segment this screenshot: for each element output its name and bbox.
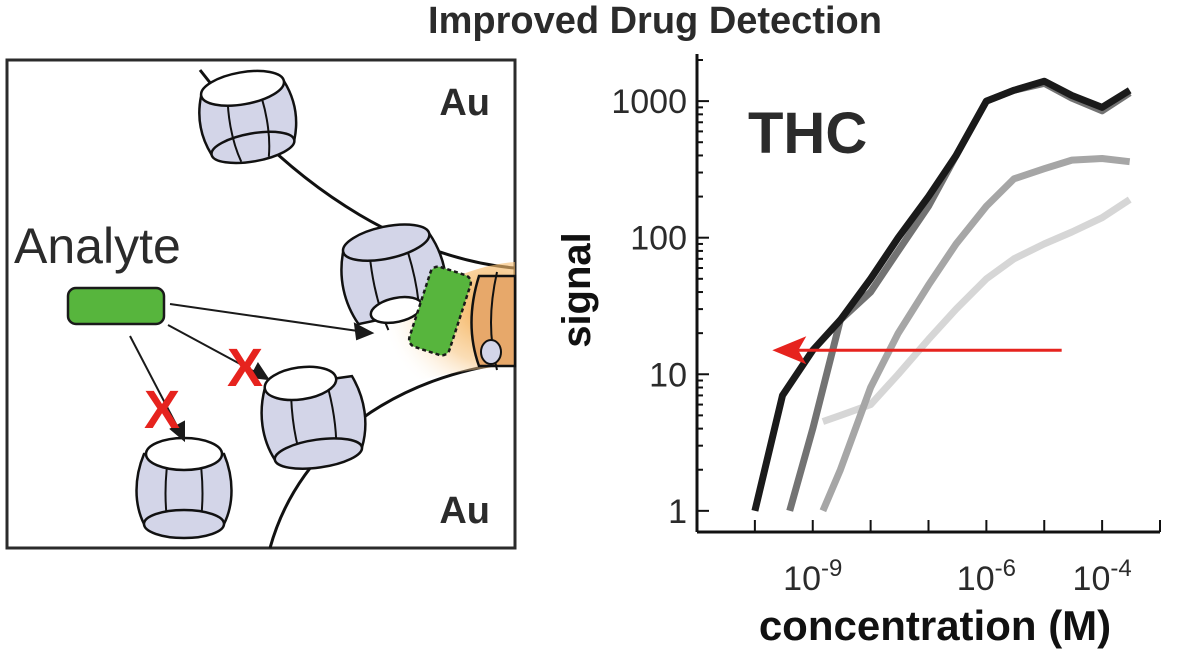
analyte-label: Analyte: [14, 218, 181, 274]
blocked-mark-free: X: [144, 380, 180, 440]
gold-label-top: Au: [439, 82, 490, 124]
y-axis-label: signal: [555, 232, 599, 348]
analyte-arrows: [129, 303, 375, 443]
chart-title: THC: [748, 101, 867, 166]
series-line-3: [819, 155, 1131, 513]
host-cage-top: [198, 69, 298, 165]
y-tick-labels: 1 10 100 1000: [611, 83, 687, 531]
x-axis-label: concentration (M): [759, 602, 1111, 649]
schematic-panel: X X Analyte Au Au: [5, 58, 517, 550]
y-tick-label: 10: [649, 356, 687, 394]
host-cage-free: [135, 436, 233, 540]
arrow-head: [772, 336, 807, 365]
figure-title: Improved Drug Detection: [428, 0, 882, 42]
gold-label-bottom: Au: [439, 490, 490, 532]
y-tick-label: 1: [668, 493, 687, 531]
x-tick-label: 10-9: [783, 555, 842, 598]
x-tick-labels: 10-9 10-6 10-4: [783, 555, 1132, 598]
blocked-mark-surface: X: [227, 338, 263, 398]
y-tick-label: 1000: [611, 83, 687, 121]
chart-series: [751, 77, 1132, 513]
chart-panel: THC 1 10 100 1000 10-9 10-6 10-4 signal conce…: [555, 54, 1161, 649]
detection-limit-arrow: [772, 336, 1062, 365]
host-cage-bottom-surface: [260, 365, 367, 470]
x-tick-label: 10-4: [1073, 555, 1132, 598]
chart-axes: [695, 54, 1161, 534]
y-tick-label: 100: [630, 220, 687, 258]
x-tick-label: 10-6: [957, 555, 1016, 598]
host-cage-gap-right: [470, 271, 517, 371]
free-analyte: [66, 286, 166, 326]
captured-analyte: [407, 265, 473, 357]
series-line-1: [751, 77, 1132, 512]
